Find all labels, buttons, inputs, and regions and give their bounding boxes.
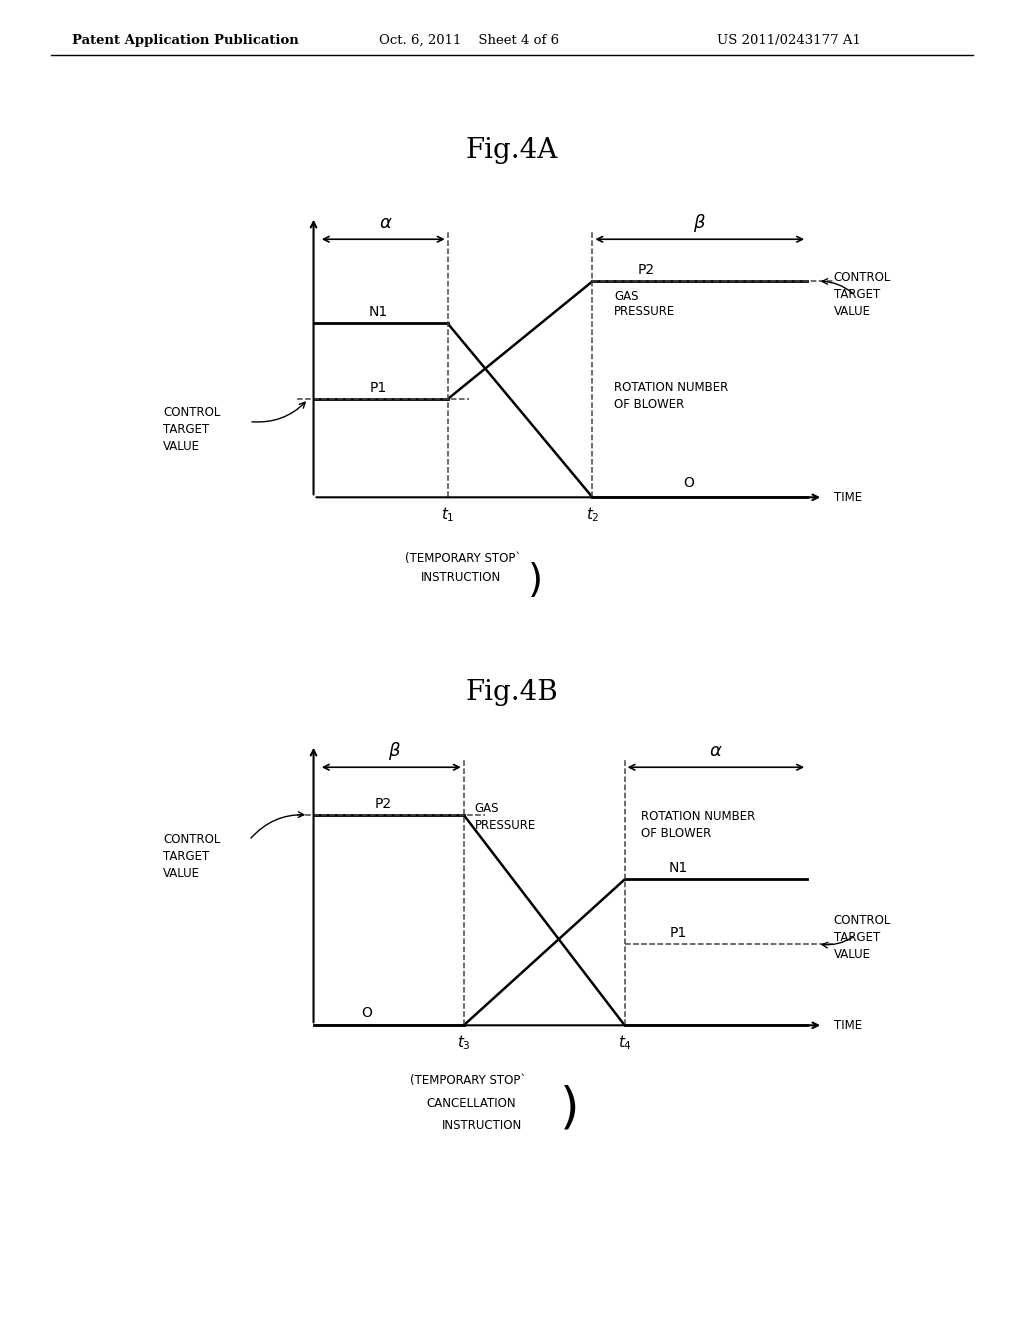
Text: (TEMPORARY STOP`: (TEMPORARY STOP` (404, 552, 521, 565)
Text: TIME: TIME (834, 491, 862, 504)
Text: P1: P1 (370, 381, 386, 395)
Text: ): ) (528, 562, 543, 599)
Text: Fig.4B: Fig.4B (466, 678, 558, 706)
Text: P2: P2 (638, 263, 654, 277)
Text: $\alpha$: $\alpha$ (379, 214, 393, 232)
Text: TIME: TIME (834, 1019, 862, 1032)
Text: N1: N1 (669, 862, 688, 875)
Text: CONTROL
TARGET
VALUE: CONTROL TARGET VALUE (164, 405, 221, 453)
Text: (TEMPORARY STOP`: (TEMPORARY STOP` (410, 1074, 526, 1088)
Text: $\beta$: $\beta$ (387, 741, 400, 762)
Text: CANCELLATION: CANCELLATION (426, 1097, 516, 1110)
Text: US 2011/0243177 A1: US 2011/0243177 A1 (717, 33, 861, 46)
Text: ): ) (560, 1084, 580, 1133)
Text: GAS
PRESSURE: GAS PRESSURE (614, 290, 675, 318)
Text: $\beta$: $\beta$ (693, 213, 707, 234)
Text: CONTROL
TARGET
VALUE: CONTROL TARGET VALUE (164, 833, 221, 879)
Text: $\alpha$: $\alpha$ (709, 742, 723, 760)
Text: $t_1$: $t_1$ (440, 506, 455, 524)
Text: INSTRUCTION: INSTRUCTION (442, 1119, 522, 1133)
Text: N1: N1 (369, 305, 387, 319)
Text: P2: P2 (375, 797, 392, 810)
Text: P1: P1 (670, 925, 687, 940)
Text: INSTRUCTION: INSTRUCTION (421, 572, 501, 585)
Text: CONTROL
TARGET
VALUE: CONTROL TARGET VALUE (834, 271, 891, 318)
Text: $t_3$: $t_3$ (457, 1034, 471, 1052)
Text: Patent Application Publication: Patent Application Publication (72, 33, 298, 46)
Text: ROTATION NUMBER
OF BLOWER: ROTATION NUMBER OF BLOWER (614, 380, 728, 411)
Text: ROTATION NUMBER
OF BLOWER: ROTATION NUMBER OF BLOWER (641, 810, 755, 841)
Text: $t_4$: $t_4$ (617, 1034, 632, 1052)
Text: CONTROL
TARGET
VALUE: CONTROL TARGET VALUE (834, 913, 891, 961)
Text: Oct. 6, 2011    Sheet 4 of 6: Oct. 6, 2011 Sheet 4 of 6 (379, 33, 559, 46)
Text: Fig.4A: Fig.4A (466, 137, 558, 165)
Text: $t_2$: $t_2$ (586, 506, 599, 524)
Text: O: O (684, 477, 694, 491)
Text: GAS
PRESSURE: GAS PRESSURE (474, 803, 536, 832)
Text: O: O (361, 1006, 373, 1020)
